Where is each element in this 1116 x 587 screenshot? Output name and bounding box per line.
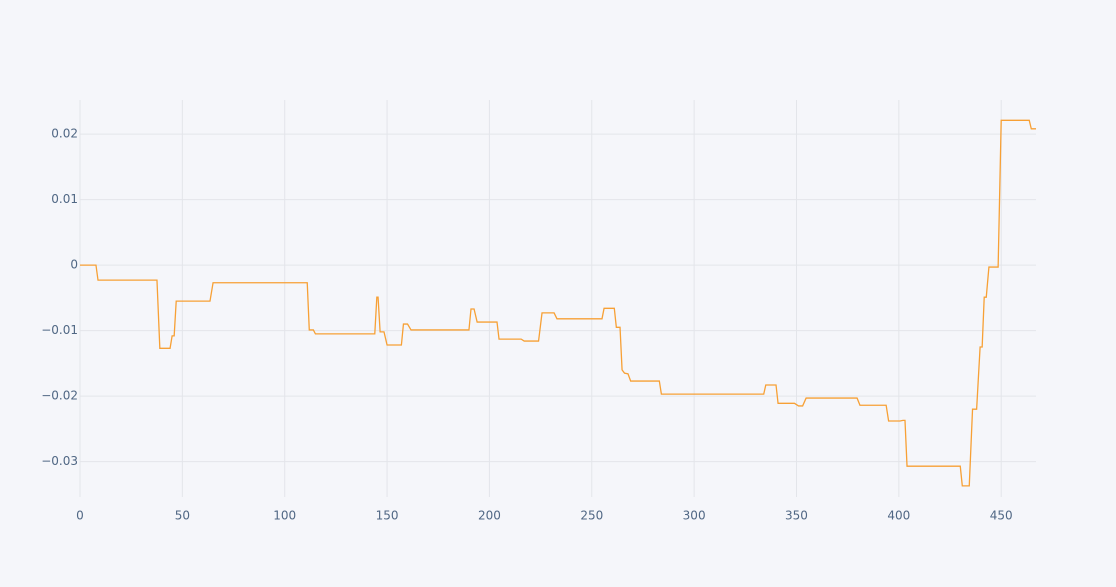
y-tick-label: −0.03	[41, 454, 78, 468]
x-tick-label: 100	[273, 509, 296, 523]
x-tick-label: 250	[580, 509, 603, 523]
x-tick-label: 150	[376, 509, 399, 523]
x-tick-label: 400	[887, 509, 910, 523]
x-tick-label: 200	[478, 509, 501, 523]
y-tick-label: 0	[70, 258, 78, 272]
grid-layer	[79, 100, 1036, 497]
x-tick-label: 50	[175, 509, 190, 523]
x-tick-label: 300	[683, 509, 706, 523]
x-tick-label: 0	[76, 509, 84, 523]
x-tick-label: 450	[990, 509, 1013, 523]
x-tick-label: 350	[785, 509, 808, 523]
y-tick-label: 0.02	[51, 127, 78, 141]
y-tick-label: 0.01	[51, 192, 78, 206]
y-tick-label: −0.01	[41, 323, 78, 337]
y-tick-label: −0.02	[41, 389, 78, 403]
plot-layer	[80, 119, 1036, 487]
data-line	[80, 119, 1036, 487]
